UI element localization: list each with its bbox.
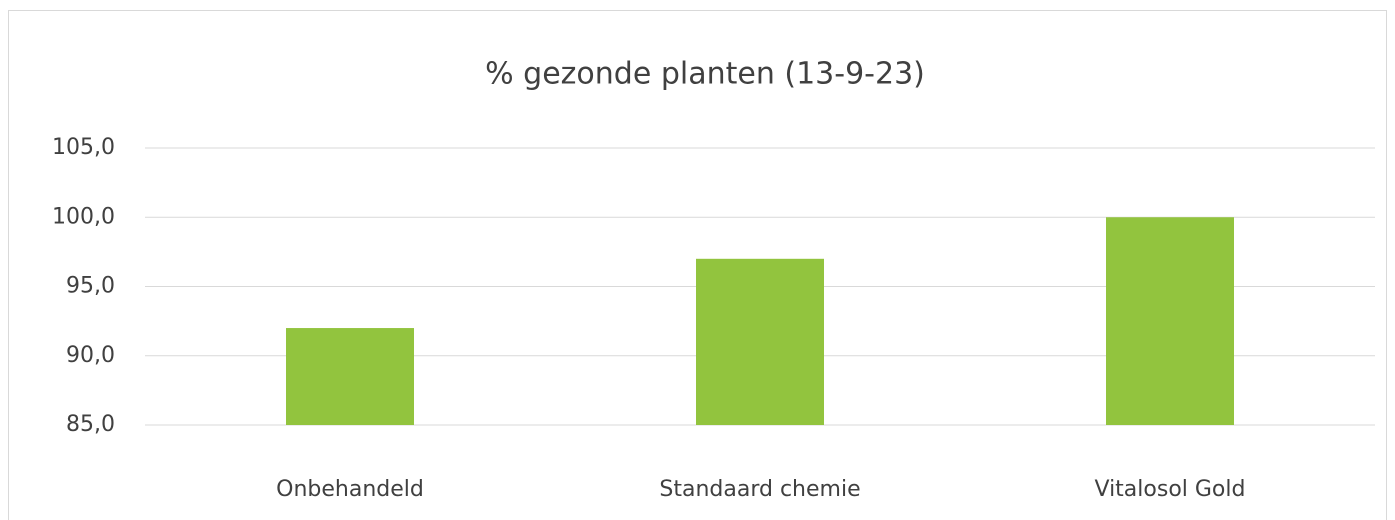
y-tick-label: 100,0: [52, 204, 115, 229]
y-tick-label: 90,0: [66, 343, 115, 368]
bar: [286, 328, 414, 425]
bar: [1106, 217, 1234, 425]
y-tick-label: 95,0: [66, 274, 115, 299]
y-tick-label: 105,0: [52, 135, 115, 160]
bar: [696, 258, 824, 425]
x-tick-label: Onbehandeld: [276, 477, 424, 502]
x-tick-label: Vitalosol Gold: [1095, 477, 1246, 502]
y-tick-label: 85,0: [66, 412, 115, 437]
chart-title: % gezonde planten (13-9-23): [485, 57, 925, 92]
x-tick-label: Standaard chemie: [659, 477, 860, 502]
